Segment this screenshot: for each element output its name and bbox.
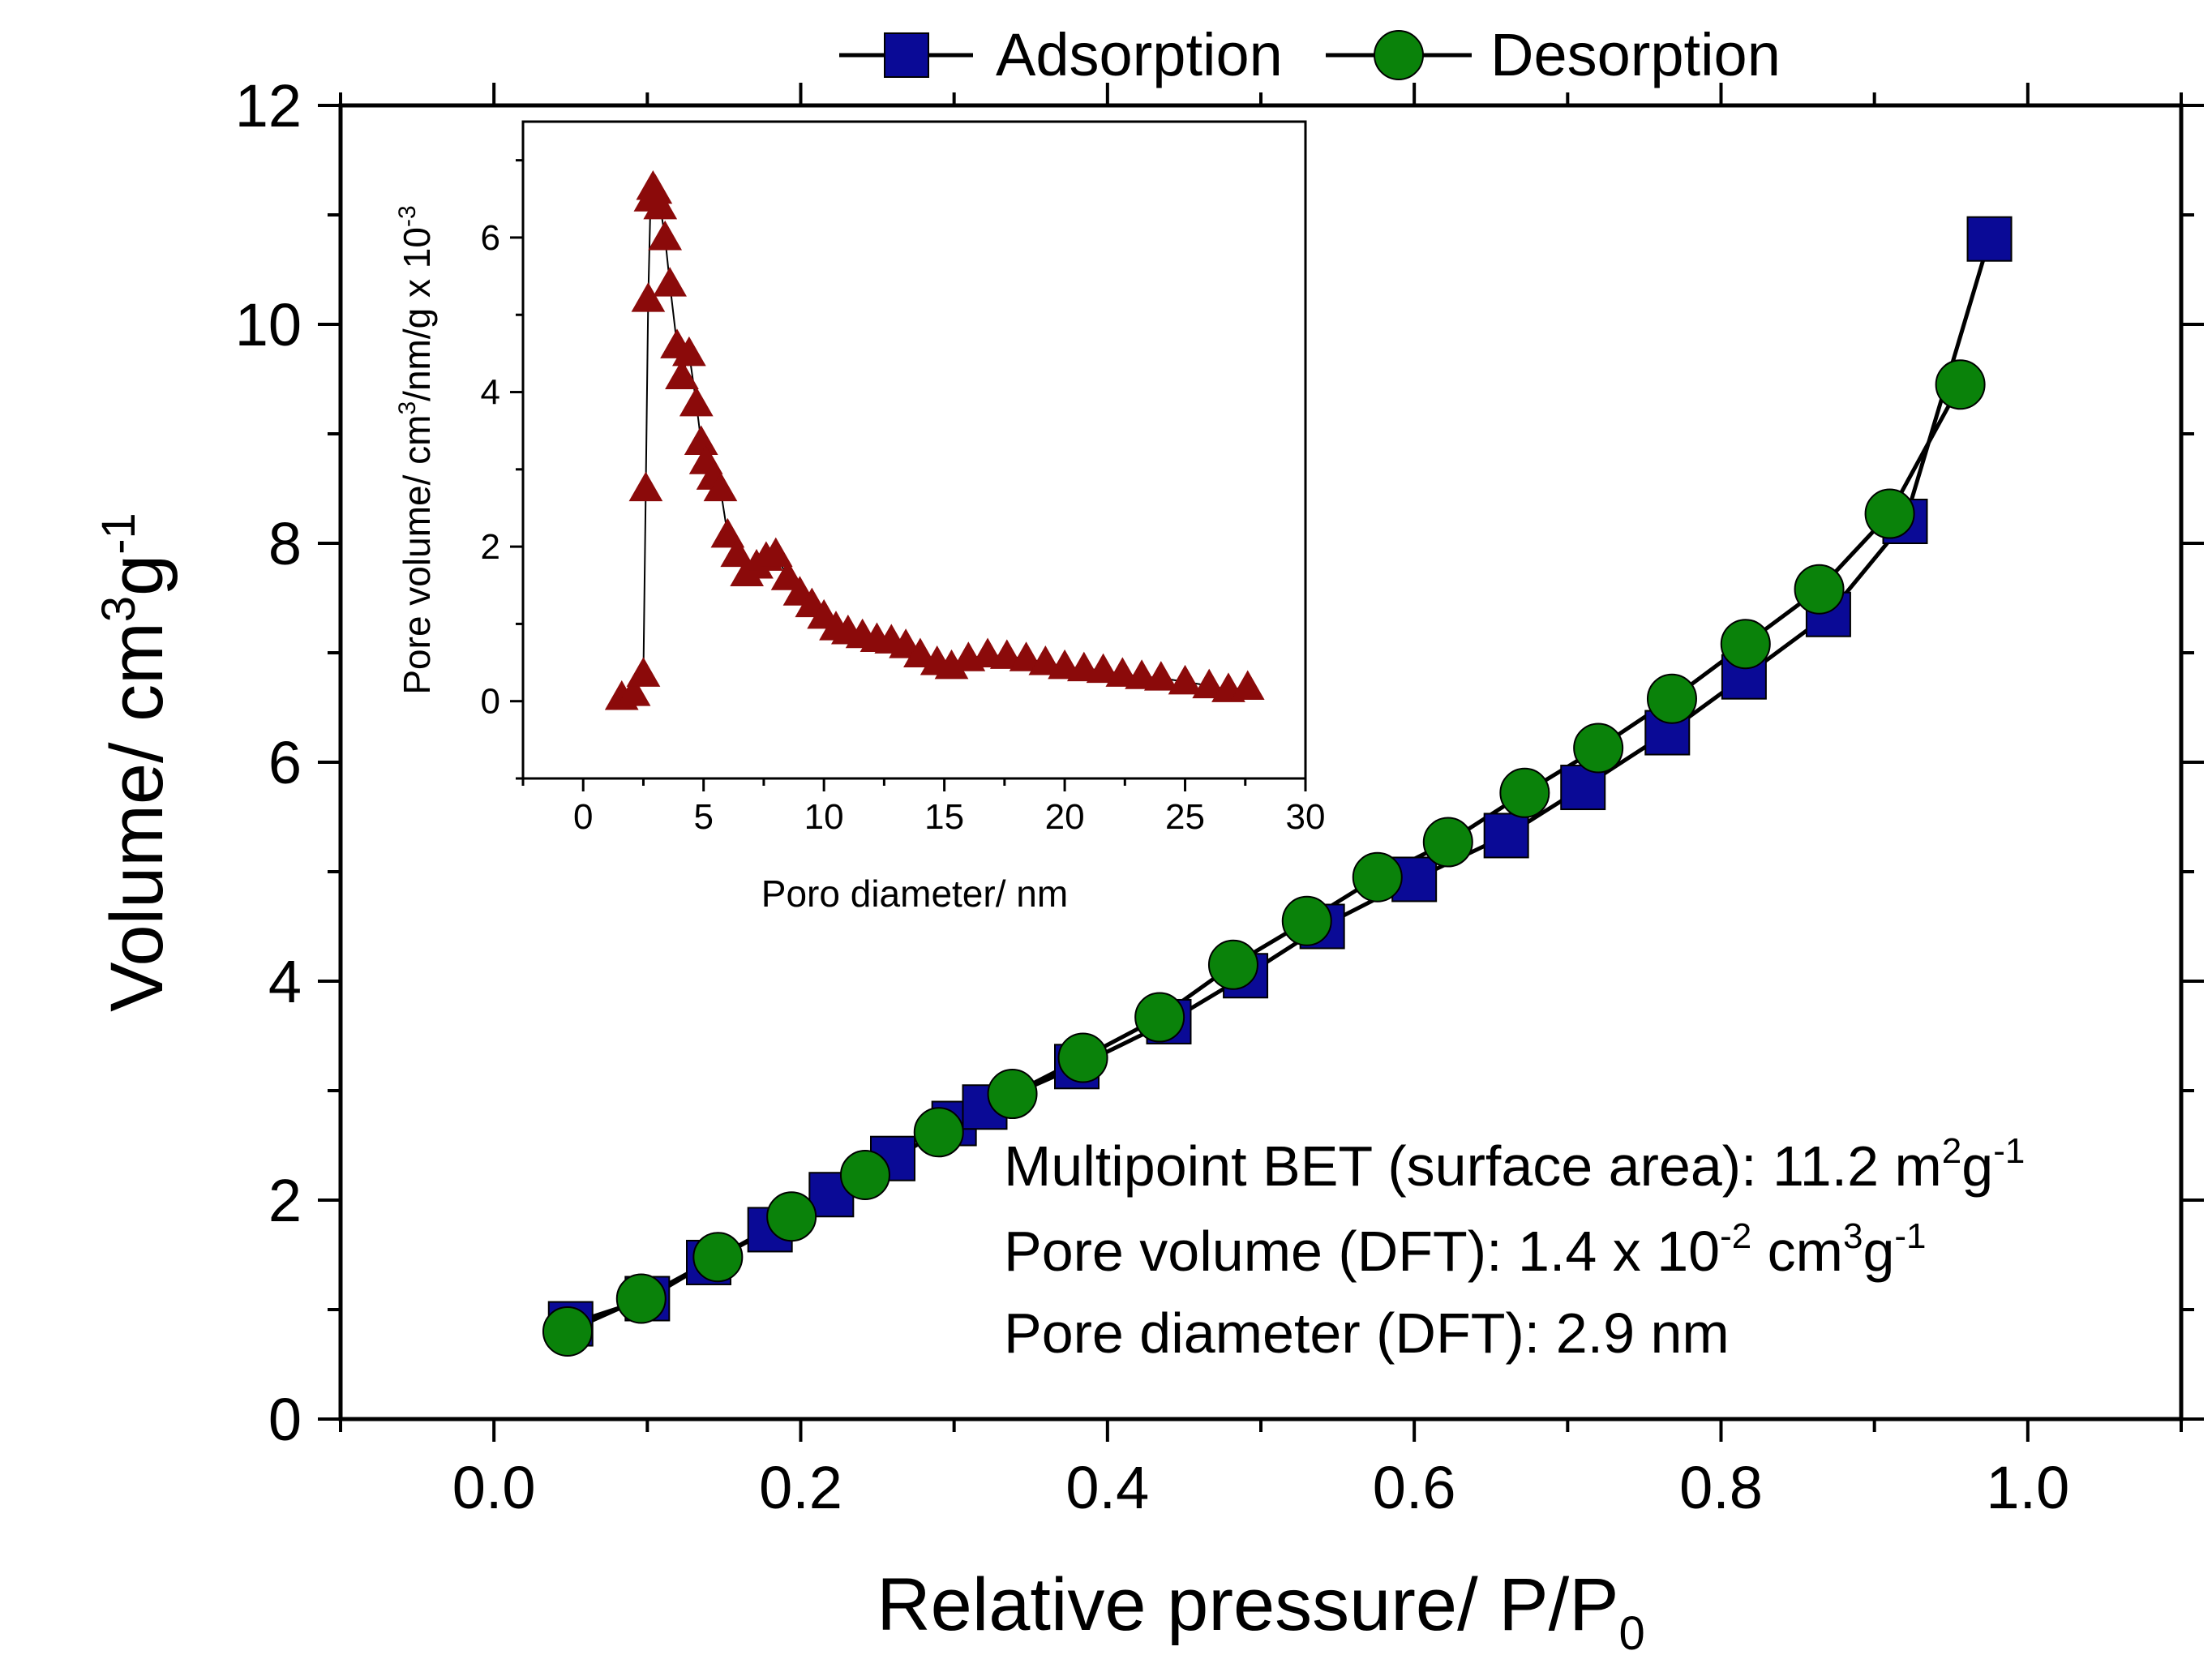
inset-x-tick-label: 25 xyxy=(1165,797,1205,837)
inset-pore-point xyxy=(1192,668,1227,699)
desorption-point xyxy=(1646,673,1697,724)
main-x-tick-label: 0.8 xyxy=(1679,1454,1763,1521)
inset-pore-point xyxy=(1009,641,1044,671)
desorption-point xyxy=(1720,619,1771,670)
annotation-pore-diameter: Pore diameter (DFT): 2.9 nm xyxy=(1004,1301,1730,1365)
desorption-point xyxy=(1422,817,1473,868)
inset-x-tick-label: 10 xyxy=(804,797,844,837)
main-y-tick-label: 2 xyxy=(268,1167,302,1234)
desorption-point xyxy=(1057,1032,1108,1083)
annotation-bet-surface-area: Multipoint BET (surface area): 11.2 m2g-… xyxy=(1004,1131,2025,1198)
main-axis-ticks: 0.0 0.2 0.4 0.6 0.8 1.0 0 2 4 6 8 10 12 xyxy=(235,72,2204,1521)
inset-plot-frame xyxy=(521,120,1307,780)
annotation-block: Multipoint BET (surface area): 11.2 m2g-… xyxy=(1004,1131,2025,1365)
desorption-point xyxy=(1794,564,1845,615)
inset-pore-point xyxy=(665,359,699,389)
inset-y-tick-label: 2 xyxy=(481,527,500,567)
desorption-point xyxy=(987,1069,1038,1120)
main-x-tick-label: 1.0 xyxy=(1986,1454,2069,1521)
inset-axis-ticks: 0 5 10 15 20 25 30 0 2 4 6 xyxy=(481,159,1326,837)
annotation-pore-volume: Pore volume (DFT): 1.4 x 10-2 cm3g-1 xyxy=(1004,1216,1927,1283)
inset-y-tick-label: 0 xyxy=(481,682,500,722)
adsorption-point xyxy=(1966,216,2013,262)
inset-pore-point xyxy=(1168,664,1202,695)
main-x-tick-label: 0.4 xyxy=(1065,1454,1149,1521)
inset-pore-point xyxy=(626,657,661,687)
inset-pore-point xyxy=(1143,661,1178,691)
adsorption-point xyxy=(1560,765,1606,811)
inset-x-tick-label: 0 xyxy=(573,797,593,837)
inset-pore-point xyxy=(758,537,793,568)
desorption-point xyxy=(1134,992,1185,1043)
inset-y-tick-label: 6 xyxy=(481,218,500,258)
inset-pore-point xyxy=(1230,670,1265,701)
desorption-point xyxy=(1573,723,1624,774)
inset-x-tick-label: 30 xyxy=(1286,797,1326,837)
desorption-point xyxy=(839,1149,890,1200)
inset-x-tick-label: 20 xyxy=(1045,797,1085,837)
desorption-point xyxy=(1935,359,1986,410)
inset-pore-point xyxy=(653,267,687,297)
desorption-point xyxy=(1352,851,1403,903)
main-x-tick-label: 0.0 xyxy=(452,1454,536,1521)
inset-pore-point xyxy=(628,471,663,502)
inset-pore-point xyxy=(770,560,805,590)
inset-pore-point xyxy=(672,336,706,367)
inset-x-tick-label: 5 xyxy=(693,797,713,837)
legend: Adsorption Desorption xyxy=(839,21,1781,88)
main-y-tick-label: 8 xyxy=(268,510,302,577)
desorption-point xyxy=(615,1273,667,1324)
legend-adsorption-label: Adsorption xyxy=(996,21,1283,88)
desorption-point xyxy=(913,1107,964,1158)
inset-y-tick-label: 4 xyxy=(481,373,500,413)
adsorption-point xyxy=(1483,813,1529,859)
inset-pore-point xyxy=(1086,653,1121,684)
inset-x-tick-label: 15 xyxy=(924,797,964,837)
inset-x-axis-title: Poro diameter/ nm xyxy=(761,873,1068,915)
inset-plot-background xyxy=(523,122,1305,778)
main-y-tick-label: 10 xyxy=(235,291,302,358)
inset-series-layer xyxy=(604,169,1265,710)
desorption-point xyxy=(1281,895,1332,946)
desorption-point xyxy=(1207,939,1258,990)
inset-pore-point xyxy=(679,386,714,417)
inset-pore-point xyxy=(648,220,683,251)
desorption-point xyxy=(1499,767,1550,818)
inset-pore-point xyxy=(643,189,678,220)
inset-pore-point xyxy=(1028,645,1063,675)
main-y-tick-label: 6 xyxy=(268,729,302,796)
main-series-layer xyxy=(542,216,2013,1357)
desorption-point xyxy=(1864,488,1915,539)
inset-pore-point xyxy=(903,637,937,668)
main-x-axis-title: Relative pressure/ P/P0 xyxy=(877,1563,1645,1660)
main-y-axis-title: Volume/ cm3g-1 xyxy=(92,512,178,1012)
main-y-tick-label: 12 xyxy=(235,72,302,139)
inset-y-axis-title: Pore volume/ cm3/nm/g x 10-3 xyxy=(394,205,438,694)
inset-pore-point xyxy=(703,471,738,502)
inset-pore-point xyxy=(616,676,651,706)
legend-desorption-label: Desorption xyxy=(1490,21,1781,88)
inset-pore-point xyxy=(631,282,666,312)
main-x-tick-label: 0.2 xyxy=(759,1454,842,1521)
desorption-point xyxy=(766,1191,817,1242)
desorption-point xyxy=(692,1232,744,1283)
main-y-tick-label: 0 xyxy=(268,1386,302,1453)
main-x-tick-label: 0.6 xyxy=(1373,1454,1456,1521)
legend-desorption-marker xyxy=(1374,30,1424,80)
main-y-tick-label: 4 xyxy=(268,948,302,1015)
desorption-point xyxy=(542,1306,593,1357)
legend-adsorption-marker xyxy=(884,32,929,78)
